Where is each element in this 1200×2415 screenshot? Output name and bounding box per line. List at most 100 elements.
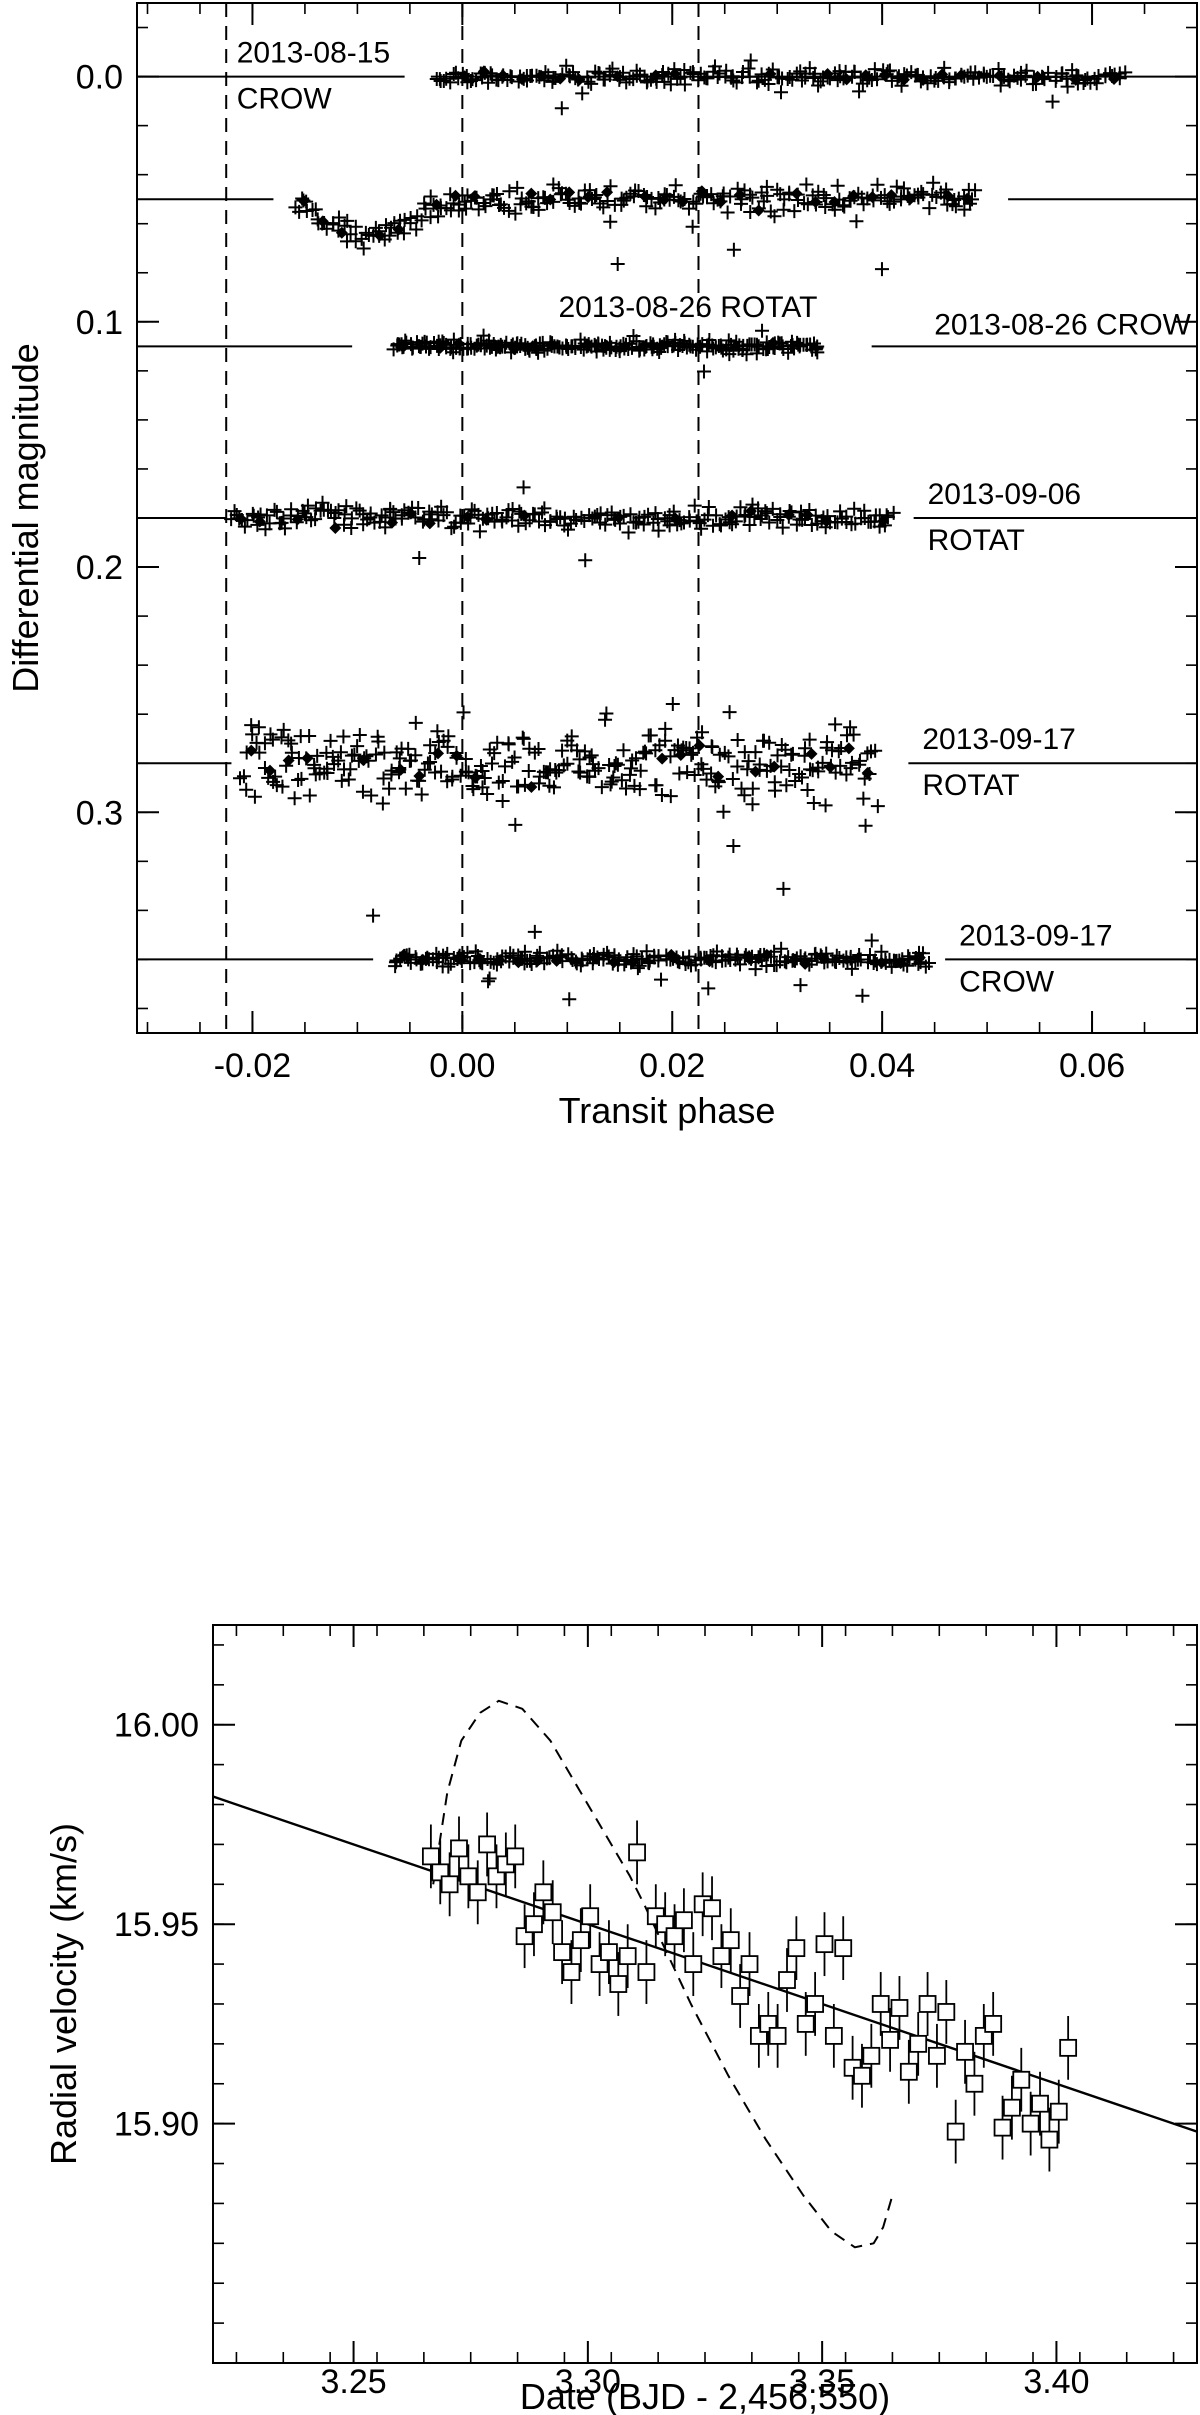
data-point-plus <box>775 520 790 535</box>
binned-point-diamond <box>301 752 314 765</box>
data-point-plus <box>616 193 631 208</box>
binned-point-diamond <box>656 752 669 765</box>
x-tick-label: 3.35 <box>789 2363 855 2401</box>
binned-point-diamond <box>877 515 890 528</box>
x-tick-label: 0.00 <box>429 1047 495 1085</box>
data-point-plus <box>654 787 669 802</box>
binned-point-diamond <box>458 70 471 83</box>
data-point-plus <box>792 766 807 781</box>
data-point-plus <box>331 753 346 768</box>
run-label: CROW <box>237 83 333 116</box>
binned-point-diamond <box>752 204 765 217</box>
data-point-plus <box>430 724 445 739</box>
data-point-plus <box>456 705 471 720</box>
rv-data-point-square <box>740 1955 759 1973</box>
binned-point-diamond <box>449 189 462 202</box>
data-point-plus <box>782 69 797 84</box>
rv-data-point-square <box>450 1839 468 1858</box>
binned-point-diamond <box>801 508 814 521</box>
data-point-plus <box>767 209 782 224</box>
data-point-plus <box>726 838 741 853</box>
binned-point-diamond <box>693 739 706 752</box>
data-point-plus <box>495 794 510 809</box>
y-tick-label: 16.00 <box>114 1707 199 1745</box>
data-point-plus <box>603 777 618 792</box>
data-point-plus <box>779 778 794 793</box>
rv-data-point-square <box>440 1875 459 1894</box>
data-point-plus <box>598 517 613 532</box>
data-point-plus <box>251 720 266 735</box>
x-tick-label: 3.25 <box>320 2363 386 2401</box>
data-point-plus <box>348 219 363 234</box>
binned-point-diamond <box>961 192 974 205</box>
binned-point-diamond <box>741 951 754 964</box>
binned-point-diamond <box>588 952 601 965</box>
data-point-plus <box>968 183 983 198</box>
rv-data-point-square <box>675 1911 693 1930</box>
data-point-plus <box>382 781 397 796</box>
binned-point-diamond <box>904 192 917 205</box>
data-point-plus <box>507 750 522 765</box>
data-point-plus <box>755 323 770 338</box>
data-point-plus <box>482 971 497 986</box>
data-point-plus <box>294 771 309 786</box>
data-point-plus <box>815 755 830 770</box>
rv-data-point-square <box>468 1883 487 1902</box>
data-point-plus <box>378 520 393 535</box>
data-point-plus <box>852 753 867 768</box>
data-point-plus <box>820 735 835 750</box>
data-point-plus <box>716 804 731 819</box>
data-point-plus <box>610 256 625 271</box>
data-point-plus <box>323 733 338 748</box>
data-point-plus <box>527 924 542 939</box>
data-point-plus <box>831 744 846 759</box>
data-point-plus <box>830 178 845 193</box>
data-point-plus <box>672 766 687 781</box>
rv-data-point-square <box>899 2062 918 2081</box>
data-point-plus <box>701 981 716 996</box>
binned-point-diamond <box>373 229 386 242</box>
rv-data-point-square <box>890 1999 909 2017</box>
rv-data-point-square <box>909 2034 928 2053</box>
binned-point-diamond <box>525 187 538 200</box>
data-point-plus <box>360 512 375 527</box>
run-label: 2013-08-26 CROW <box>934 308 1191 341</box>
binned-point-diamond <box>601 186 614 199</box>
data-point-plus <box>562 992 577 1007</box>
data-point-plus <box>578 553 593 568</box>
rv-data-point-square <box>956 2042 974 2061</box>
binned-point-diamond <box>386 516 399 529</box>
data-point-plus <box>761 76 776 91</box>
binned-point-diamond <box>291 513 304 526</box>
binned-point-diamond <box>518 509 531 522</box>
binned-point-diamond <box>894 957 907 970</box>
data-point-plus <box>658 733 673 748</box>
data-point-plus <box>689 196 704 211</box>
data-point-plus <box>531 345 546 360</box>
rv-data-point-square <box>834 1939 853 1958</box>
data-point-plus <box>434 764 449 779</box>
data-point-plus <box>336 729 351 744</box>
data-point-plus <box>745 797 760 812</box>
data-point-plus <box>774 941 789 956</box>
data-point-plus <box>610 757 625 772</box>
x-tick-label: 3.30 <box>555 2363 621 2401</box>
data-point-plus <box>556 758 571 773</box>
data-point-plus <box>554 101 569 116</box>
data-point-plus <box>743 53 758 68</box>
data-point-plus <box>864 933 879 948</box>
data-point-plus <box>546 780 561 795</box>
binned-point-diamond <box>397 340 410 353</box>
data-point-plus <box>604 774 619 789</box>
binned-point-diamond <box>535 69 548 82</box>
data-point-plus <box>443 75 458 90</box>
data-point-plus <box>493 197 508 212</box>
binned-point-diamond <box>600 339 613 352</box>
binned-point-diamond <box>820 515 833 528</box>
data-point-plus <box>855 988 870 1003</box>
data-point-plus <box>721 749 736 764</box>
data-point-plus <box>403 216 418 231</box>
binned-point-diamond <box>913 951 926 964</box>
data-point-plus <box>800 783 815 798</box>
data-point-plus <box>685 219 700 234</box>
